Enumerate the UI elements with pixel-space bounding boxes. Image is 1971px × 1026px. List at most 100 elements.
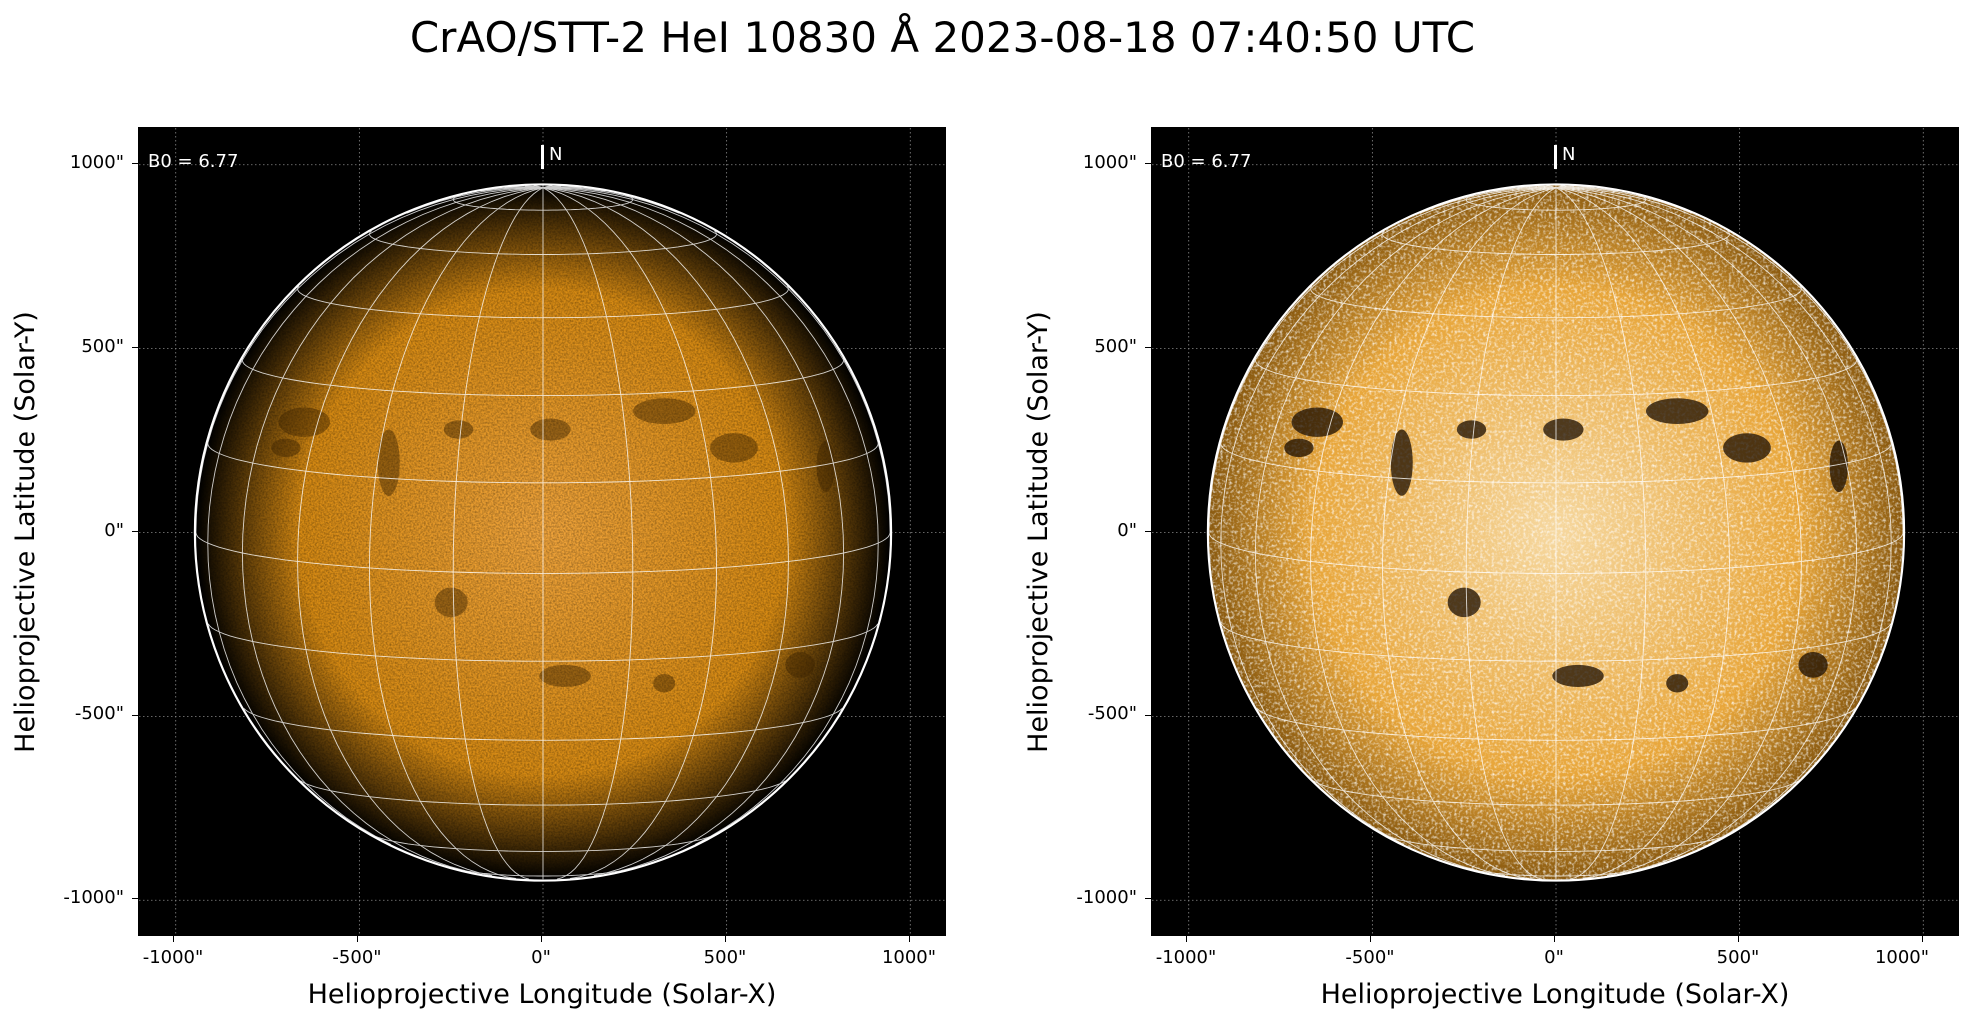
x-tick-mark [1186,936,1188,942]
x-tick-mark [173,936,175,942]
heliographic-line [406,187,543,214]
heliographic-line [542,187,845,872]
y-tick-label: -500" [74,703,124,724]
b0-label: B0 = 6.77 [1161,151,1252,172]
x-tick-mark [1738,936,1740,942]
y-axis-label-right: Helioprojective Latitude (Solar-Y) [1023,311,1054,753]
heliographic-line [195,187,544,533]
y-tick-mark [132,531,138,533]
heliographic-line [207,187,544,845]
heliographic-line [542,185,553,189]
x-tick-label: 500" [1716,947,1760,968]
heliographic-line [369,187,544,879]
x-tick-label: 1000" [881,947,937,968]
x-tick-label: 1000" [1874,947,1930,968]
y-tick-mark [132,898,138,900]
figure-title: CrAO/STT-2 HeI 10830 Å 2023-08-18 07:40:… [409,13,1476,62]
heliographic-line [1220,187,1557,845]
y-tick-mark [1145,347,1151,349]
x-axis-label-right: Helioprojective Longitude (Solar-X) [1320,979,1790,1010]
north-label: N [549,144,563,165]
heliographic-line [542,187,891,533]
filament-feature [1666,674,1689,693]
x-tick-mark [541,936,543,942]
y-tick-mark [1145,531,1151,533]
y-tick-mark [1145,898,1151,900]
b0-label: B0 = 6.77 [148,151,239,172]
x-axis-label-left: Helioprojective Longitude (Solar-X) [307,979,777,1010]
heliographic-line [1465,187,1557,880]
y-axis-label-left: Helioprojective Latitude (Solar-Y) [10,311,41,753]
x-tick-label: -500" [332,947,382,968]
heliographic-line [1208,187,1557,533]
heliographic-line [1555,187,1858,872]
heliographic-line [297,187,544,877]
filament-feature [1447,587,1481,618]
heliographic-line [1419,187,1556,214]
filament-feature [1291,407,1343,437]
heliographic-line [1310,187,1557,877]
y-tick-label: -1000" [1076,887,1137,908]
x-tick-label: 500" [703,947,747,968]
filament-feature [785,652,815,678]
filament-feature [632,398,696,425]
x-tick-mark [725,936,727,942]
heliographic-grid [195,185,891,880]
north-marker: N [541,145,562,169]
solar-disk-image-left [139,128,945,935]
filament-feature [816,440,835,493]
heliographic-line [1556,187,1693,214]
heliographic-line [1382,187,1557,879]
y-tick-label: 1000" [1082,152,1137,173]
y-tick-label: -500" [1087,703,1137,724]
x-tick-label: -500" [1345,947,1395,968]
filament-feature [1798,652,1828,678]
heliographic-line [452,187,544,880]
heliographic-line [241,187,544,872]
heliographic-line [1555,187,1730,879]
filament-feature [1552,664,1604,687]
heliographic-line [542,187,717,879]
filament-feature [443,420,474,439]
north-label: N [1562,144,1576,165]
solar-limb [193,183,893,882]
heliographic-line [1254,187,1557,872]
y-tick-mark [132,715,138,717]
north-bar-icon [1554,145,1557,169]
disk-texture [195,185,891,880]
x-tick-label: -1000" [142,947,204,968]
heliographic-line [542,185,562,189]
heliographic-line [542,187,634,880]
heliographic-line [1555,187,1892,845]
filament-feature [1723,433,1771,463]
filament-feature [710,433,758,463]
y-tick-label: 0" [104,520,124,541]
filament-feature [539,664,591,687]
heliographic-line [1555,185,1566,189]
dark-features [271,398,835,693]
y-tick-mark [1145,163,1151,165]
filament-feature [271,438,301,458]
x-tick-mark [909,936,911,942]
filament-feature [278,407,330,437]
x-tick-mark [357,936,359,942]
y-tick-mark [132,347,138,349]
filament-feature [1543,418,1584,441]
filament-feature [434,587,468,618]
disk-texture [1208,185,1904,880]
heliographic-grid [1208,185,1904,880]
solar-disk-panel-left: B0 = 6.77 N [138,127,946,936]
heliographic-line [542,187,789,877]
filament-feature [653,674,676,693]
heliographic-line [542,187,879,845]
x-tick-label: -1000" [1155,947,1217,968]
y-tick-label: 0" [1117,520,1137,541]
filament-feature [1829,440,1848,493]
north-marker: N [1554,145,1575,169]
y-tick-label: -1000" [63,887,124,908]
y-tick-mark [132,163,138,165]
dark-features [1284,398,1848,693]
solar-limb [1206,183,1906,882]
y-tick-mark [1145,715,1151,717]
filament-feature [1456,420,1487,439]
